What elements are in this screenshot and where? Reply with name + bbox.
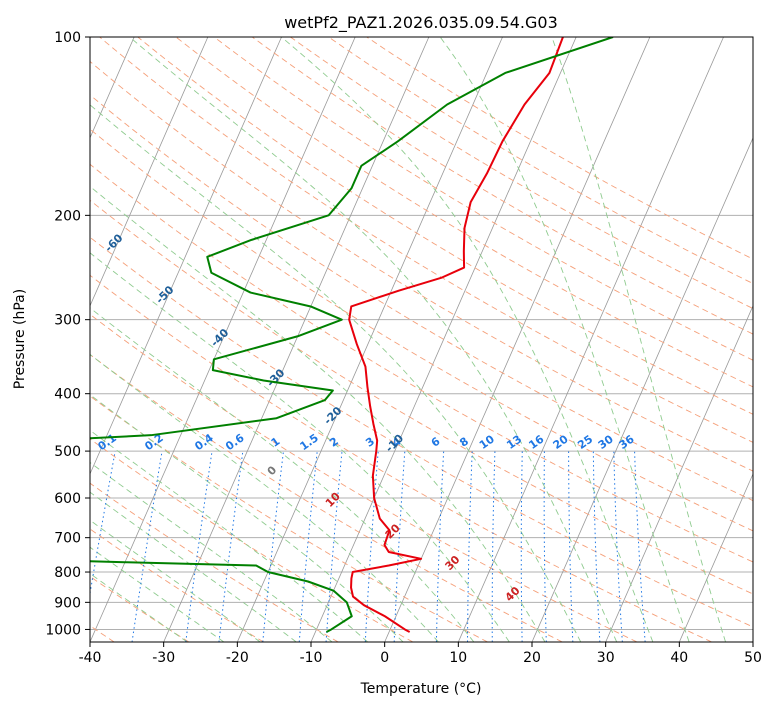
y-tick-label: 800 [54, 565, 81, 581]
dry-adiabat-line [90, 128, 753, 532]
y-tick-label: 500 [54, 444, 81, 460]
moist-adiabat-line [90, 252, 510, 642]
moist-adiabat-line [90, 353, 439, 642]
mixing-ratio-line [592, 451, 601, 642]
dry-adiabat-line [90, 354, 563, 642]
dry-adiabat-line [290, 37, 753, 310]
isotherm-line [236, 37, 503, 642]
moist-adiabat-line [90, 546, 225, 642]
isotherm-line [90, 37, 282, 475]
mixing-ratio-line [364, 451, 379, 642]
isotherm-line [90, 37, 356, 642]
dry-adiabat-line [90, 163, 753, 563]
dry-adiabat-line [90, 482, 339, 642]
x-tick-label: -10 [300, 650, 323, 666]
x-tick-label: 40 [670, 650, 688, 666]
y-axis-label: Pressure (hPa) [12, 289, 28, 389]
mixing-ratio-line [90, 451, 116, 597]
mixing-ratio-line [131, 451, 163, 642]
moist-adiabat-line [129, 37, 618, 642]
x-tick-label: -20 [226, 650, 249, 666]
isotherm-line [531, 136, 753, 642]
mixing-ratio-line [491, 451, 496, 642]
dry-adiabat-line [90, 60, 753, 472]
mixing-ratio-line [543, 451, 547, 642]
plot-frame [89, 36, 754, 643]
dewpoint-profile-line [90, 37, 614, 633]
y-tick-label: 100 [54, 30, 81, 46]
moist-adiabat-line [439, 37, 690, 642]
mixing-ratio-line [298, 451, 318, 642]
mixing-ratio-line [634, 451, 646, 642]
dry-adiabat-line [366, 37, 753, 260]
x-tick-label: 30 [597, 650, 615, 666]
x-tick-label: -40 [79, 650, 102, 666]
mixing-ratio-line [262, 451, 284, 642]
temperature-profile-line [348, 37, 564, 633]
moist-adiabat-line [90, 307, 475, 642]
y-tick-label: 1000 [45, 622, 81, 638]
dry-adiabat-line [213, 37, 753, 361]
y-tick-label: 200 [54, 208, 81, 224]
x-tick-label: 10 [449, 650, 467, 666]
chart-title: wetPf2_PAZ1.2026.035.09.54.G03 [284, 13, 558, 33]
x-axis-label: Temperature (°C) [360, 681, 482, 697]
axes: -40 -30 -20 -10 0 10 20 30 40 50 100 200 300 400 500 60… [45, 30, 762, 666]
y-tick-label: 700 [54, 531, 81, 547]
mixing-ratio-line [613, 451, 623, 642]
dry-adiabat-line [90, 274, 712, 642]
mixing-ratio-line [393, 451, 406, 642]
dry-adiabat-line [90, 313, 638, 642]
mixing-ratio-line [467, 451, 473, 642]
isotherm-line [90, 37, 209, 307]
dry-adiabat-line [328, 37, 753, 285]
x-tick-label: 20 [523, 650, 541, 666]
mixing-ratio-line [520, 451, 523, 642]
isotherm-line [605, 304, 753, 642]
dry-adiabat-line [90, 236, 753, 628]
moist-adiabat-line [281, 37, 654, 642]
moist-adiabat-line [90, 572, 188, 642]
x-tick-label: 0 [380, 650, 389, 666]
y-tick-label: 400 [54, 387, 81, 403]
dry-adiabat-line [90, 94, 753, 502]
y-tick-label: 900 [54, 595, 81, 611]
moist-adiabat-line [90, 429, 368, 642]
mixing-ratio-line [568, 451, 574, 642]
x-tick-label: 50 [744, 650, 762, 666]
x-tick-label: -30 [152, 650, 175, 666]
mixing-ratio-line [185, 451, 213, 642]
dry-adiabat-line [90, 528, 264, 642]
isotherm-line [678, 472, 753, 642]
mixing-ratio-line [325, 451, 343, 642]
y-tick-label: 600 [54, 491, 81, 507]
moist-adiabat-line [90, 519, 261, 642]
isotherm-line [384, 37, 651, 642]
mixing-ratio-line [435, 451, 445, 642]
mixing-ratio-line [218, 451, 244, 642]
isotherm-line [457, 37, 724, 642]
profile-series [90, 37, 614, 633]
moist-adiabat-line [551, 37, 726, 642]
moist-adiabat-line [90, 104, 582, 642]
isotherm-line [163, 37, 430, 642]
y-tick-label: 300 [54, 313, 81, 329]
dry-adiabat-line [251, 37, 753, 335]
moist-adiabat-line [90, 491, 297, 642]
